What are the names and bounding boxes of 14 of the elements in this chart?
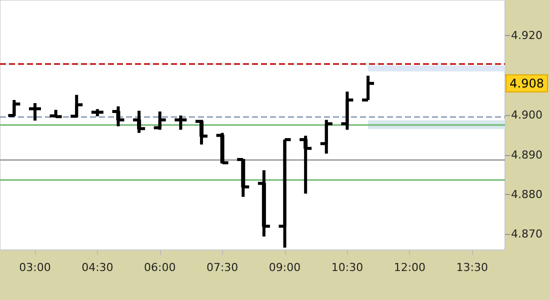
x-tick-label: 09:00 xyxy=(268,261,301,274)
y-tick-label: 4.880 xyxy=(511,188,542,201)
y-tick-label: 4.890 xyxy=(511,148,542,162)
x-tick-label: 13:30 xyxy=(456,261,488,274)
x-tick-label: 04:30 xyxy=(82,261,114,274)
x-tick-label: 06:00 xyxy=(144,261,176,274)
annotation: 4.908 xyxy=(510,76,544,90)
x-tick-label: 10:30 xyxy=(331,261,364,274)
y-tick-label: 4.900 xyxy=(511,108,542,122)
y-tick-label: 4.870 xyxy=(511,228,542,241)
x-tick-label: 07:30 xyxy=(206,261,238,274)
x-tick-label: 03:00 xyxy=(19,261,51,274)
y-tick-label: 4.920 xyxy=(511,29,542,42)
x-tick-label: 12:00 xyxy=(394,261,426,274)
